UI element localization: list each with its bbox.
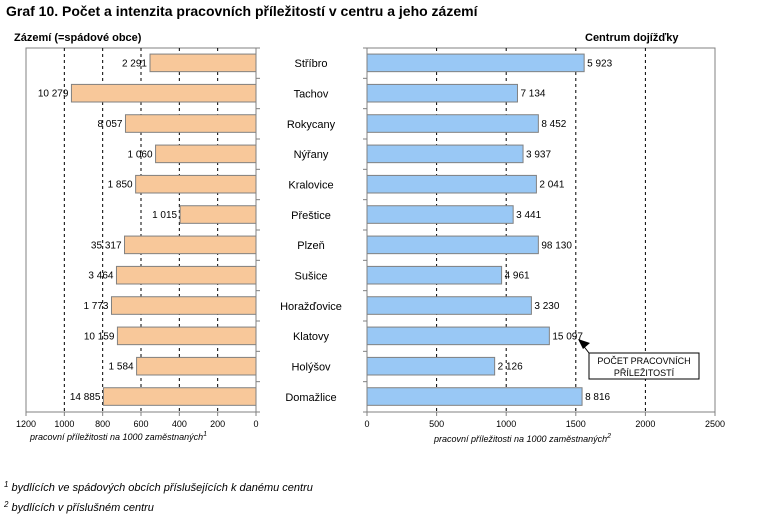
annotation-line-1: POČET PRACOVNÍCH — [597, 356, 690, 366]
left-plot: 0 200 400 600 800 1000 1200 2 291 10 279 8 057 1 0… — [16, 47, 260, 429]
bar — [102, 387, 257, 406]
data-label: 8 057 — [97, 119, 122, 130]
bar — [70, 83, 257, 103]
footnote-1-text: bydlících ve spádových obcích příslušejí… — [11, 482, 312, 494]
annotation-box — [588, 352, 700, 380]
category-label: Sušice — [294, 271, 327, 283]
x-tick-label: 0 — [253, 419, 258, 429]
x-tick-label: 500 — [429, 419, 444, 429]
bar — [366, 53, 585, 73]
x-tick-label: 600 — [133, 419, 148, 429]
data-label: 2 041 — [539, 180, 564, 191]
data-label: 7 134 — [520, 89, 545, 100]
x-tick-label: 2000 — [635, 419, 655, 429]
bar — [366, 205, 514, 224]
category-label: Přeštice — [291, 210, 331, 222]
data-label: 1 584 — [109, 362, 134, 373]
bar — [149, 53, 257, 73]
bar — [366, 114, 539, 133]
chart-title: Graf 10. Počet a intenzita pracovních př… — [6, 3, 479, 19]
data-label: 98 130 — [541, 240, 572, 251]
footnote-1-mark: 1 — [4, 480, 8, 489]
footnote-2: 2 bydlících v příslušném centru — [3, 500, 154, 514]
right-xlabel-sup: 2 — [606, 433, 611, 440]
data-label: 8 452 — [541, 119, 566, 130]
right-xlabel-text: pracovní příležitosti na 1000 zaměstnaný… — [433, 434, 607, 444]
data-label: 1 060 — [128, 149, 153, 160]
x-tick-label: 2500 — [705, 419, 725, 429]
footnote-2-text: bydlících v příslušném centru — [11, 502, 153, 514]
data-label: 3 441 — [516, 210, 541, 221]
category-label: Horažďovice — [280, 301, 342, 313]
left-xlabel: pracovní příležitosti na 1000 zaměstnaný… — [29, 431, 207, 442]
bar — [136, 356, 257, 376]
bar — [110, 296, 257, 315]
x-tick-label: 400 — [172, 419, 187, 429]
x-tick-label: 0 — [364, 419, 369, 429]
annotation-line-2: PŘÍLEŽITOSTÍ — [614, 368, 675, 378]
annotation-arrow-head — [578, 339, 590, 349]
category-label: Rokycany — [287, 119, 336, 131]
category-label: Tachov — [294, 89, 329, 101]
x-tick-label: 200 — [210, 419, 225, 429]
bar — [366, 296, 532, 315]
category-labels: Stříbro Tachov Rokycany Nýřany Kralovice Přeš… — [280, 58, 342, 404]
data-label: 8 816 — [585, 392, 610, 403]
x-tick-label: 1500 — [566, 419, 586, 429]
right-panel-title: Centrum dojížďky — [585, 32, 679, 44]
data-label: 10 159 — [84, 331, 115, 342]
category-label: Holýšov — [291, 362, 331, 374]
bar — [179, 205, 257, 224]
data-label: 1 015 — [152, 210, 177, 221]
data-label: 15 097 — [552, 331, 583, 342]
left-xlabel-text: pracovní příležitosti na 1000 zaměstnaný… — [29, 432, 203, 442]
data-label: 35 317 — [91, 240, 122, 251]
data-label: 3 230 — [534, 301, 559, 312]
plot-area — [366, 47, 716, 413]
data-label: 10 279 — [38, 89, 69, 100]
category-label: Kralovice — [288, 180, 333, 192]
x-tick-label: 1000 — [496, 419, 516, 429]
left-xlabel-sup: 1 — [203, 431, 207, 438]
bar — [135, 174, 257, 194]
data-label: 4 961 — [505, 271, 530, 282]
data-label: 1 850 — [108, 180, 133, 191]
footnote-2-mark: 2 — [3, 500, 9, 509]
bar — [366, 174, 537, 194]
bar — [366, 387, 583, 406]
x-tick-label: 1200 — [16, 419, 36, 429]
bar — [155, 144, 257, 164]
data-label: 3 464 — [88, 271, 113, 282]
bar — [366, 265, 503, 285]
bar — [124, 114, 257, 133]
right-xlabel: pracovní příležitosti na 1000 zaměstnaný… — [433, 433, 611, 444]
bar — [124, 235, 257, 255]
left-panel-title: Zázemí (=spádové obce) — [14, 32, 142, 44]
bar — [116, 326, 257, 346]
bar — [366, 144, 524, 164]
bar — [115, 265, 257, 285]
bar — [366, 83, 518, 103]
x-tick-label: 1000 — [54, 419, 74, 429]
category-label: Klatovy — [293, 331, 330, 343]
data-label: 5 923 — [587, 58, 612, 69]
data-label: 2 126 — [498, 362, 523, 373]
bar — [366, 235, 539, 255]
category-label: Domažlice — [285, 392, 336, 404]
category-label: Stříbro — [294, 58, 327, 70]
bar — [366, 356, 496, 376]
data-label: 14 885 — [70, 392, 101, 403]
x-tick-label: 800 — [95, 419, 110, 429]
annotation: POČET PRACOVNÍCH PŘÍLEŽITOSTÍ — [578, 339, 700, 380]
footnote-1: 1 bydlících ve spádových obcích příslušej… — [4, 480, 313, 494]
bar — [366, 326, 550, 346]
category-label: Nýřany — [294, 149, 329, 161]
data-label: 2 291 — [122, 58, 147, 69]
right-plot: 0 500 1000 1500 2000 2500 5 923 7 134 8 452 3 937… — [363, 47, 725, 429]
category-label: Plzeň — [297, 240, 325, 252]
data-label: 3 937 — [526, 149, 551, 160]
data-label: 1 773 — [83, 301, 108, 312]
